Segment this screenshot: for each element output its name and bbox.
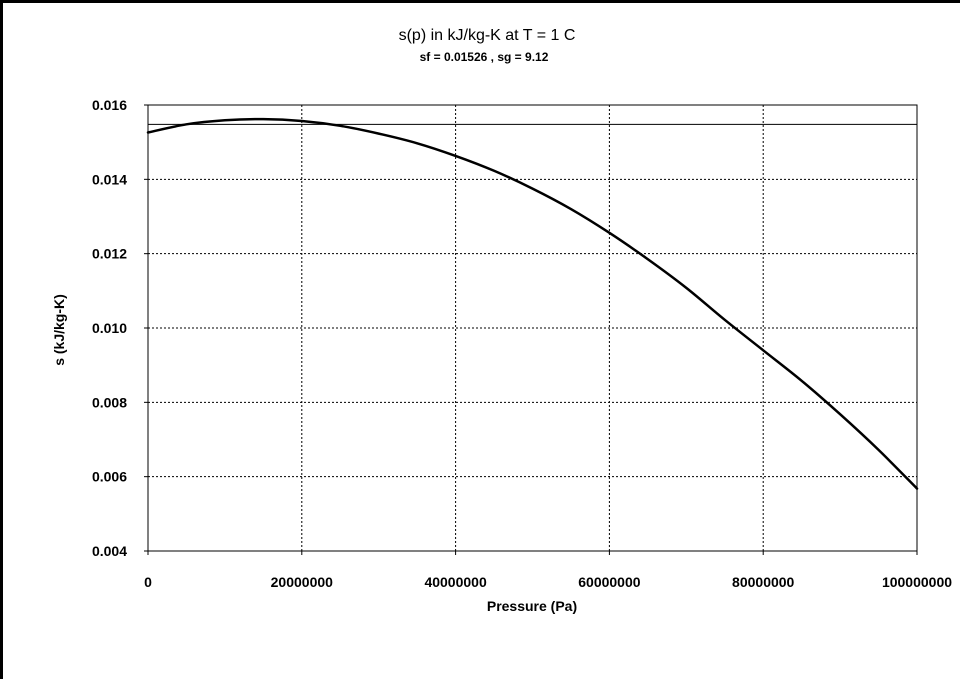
x-tick-label: 100000000: [882, 574, 952, 590]
chart-title: s(p) in kJ/kg-K at T = 1 C: [399, 27, 576, 44]
x-tick-labels: 0 20000000 40000000 60000000 80000000 1000000…: [144, 574, 952, 590]
y-tick-label: 0.004: [92, 543, 127, 559]
series-layer: [146, 117, 919, 490]
y-tick-label: 0.010: [92, 320, 127, 336]
x-tick-label: 20000000: [271, 574, 334, 590]
x-tick-label: 0: [144, 574, 152, 590]
tick-marks: [144, 104, 918, 555]
grid-layer: [148, 105, 917, 551]
y-axis-label: s (kJ/kg-K): [51, 294, 67, 366]
x-tick-label: 60000000: [578, 574, 641, 590]
y-tick-labels: 0.004 0.006 0.008 0.010 0.012 0.014 0.016: [92, 97, 127, 559]
y-tick-label: 0.006: [92, 469, 127, 485]
series-line: [146, 117, 919, 490]
x-axis-label: Pressure (Pa): [487, 598, 577, 614]
y-tick-label: 0.016: [92, 97, 127, 113]
y-tick-label: 0.012: [92, 246, 127, 262]
chart-subtitle: sf = 0.01526 , sg = 9.12: [420, 50, 549, 64]
x-tick-label: 40000000: [424, 574, 487, 590]
x-tick-label: 80000000: [732, 574, 795, 590]
y-tick-label: 0.014: [92, 171, 127, 187]
y-tick-label: 0.008: [92, 394, 127, 410]
